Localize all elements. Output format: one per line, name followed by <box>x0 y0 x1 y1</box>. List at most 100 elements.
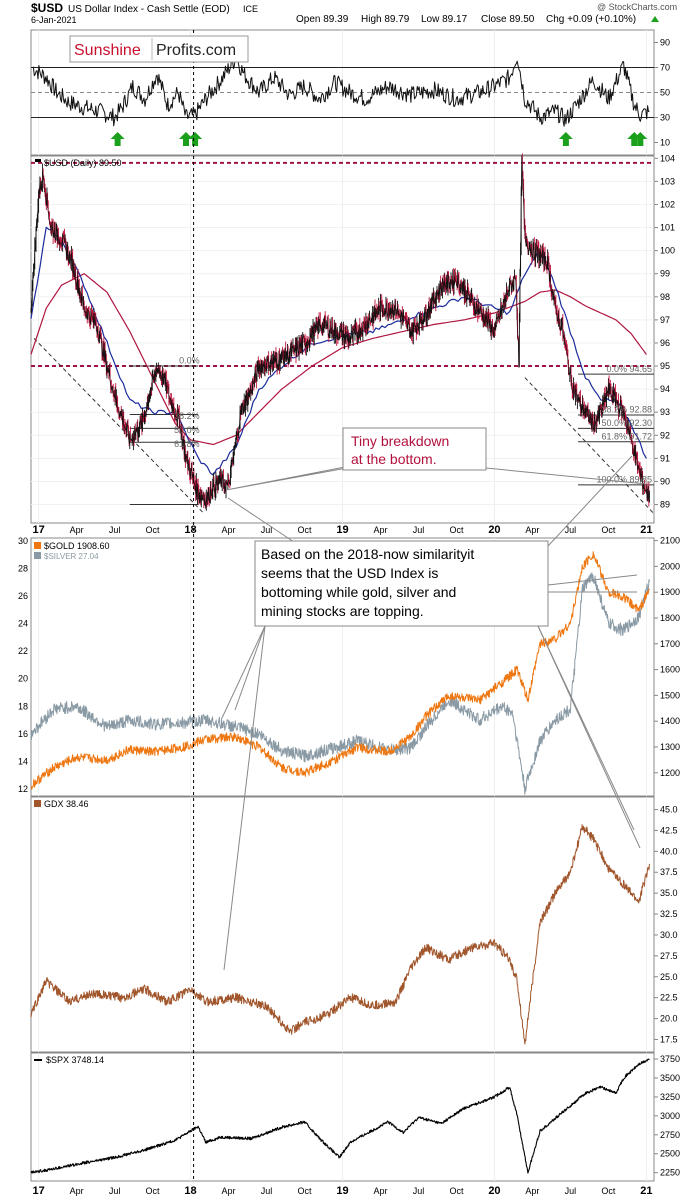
rsi-series-line <box>32 56 650 127</box>
header-open: Open 89.39 <box>296 14 349 25</box>
gdx-tick-label: 25.0 <box>660 972 678 982</box>
breakdown-line2: at the bottom. <box>351 451 437 467</box>
usd-tick-label: 99 <box>660 269 670 279</box>
fib-label-2020: 0.0% 94.65 <box>606 364 652 374</box>
gdx-tick-label: 45.0 <box>660 805 678 815</box>
silver-tick-label: 28 <box>18 563 28 573</box>
x-axis-label: Apr <box>222 525 236 535</box>
header-date: 6-Jan-2021 <box>31 15 77 25</box>
x-axis-label: 18 <box>184 524 196 536</box>
gold-series-line <box>30 551 650 790</box>
gold-tick-label: 1600 <box>660 665 680 675</box>
gdx-tick-label: 30.0 <box>660 930 678 940</box>
x-axis-label: Jul <box>261 525 273 535</box>
spx-tick-label: 3750 <box>660 1054 680 1064</box>
logo-sunshine: Sunshine <box>74 42 141 59</box>
usd-trend-dashed-2 <box>524 377 655 515</box>
fib-label: 38.2% <box>174 411 200 421</box>
header-high: High 89.79 <box>361 14 410 25</box>
silver-tick-label: 14 <box>18 757 28 767</box>
usd-tick-label: 97 <box>660 315 670 325</box>
x-axis-label: Oct <box>146 525 161 535</box>
x-axis-label: Jul <box>261 1186 273 1196</box>
buy-arrow-icon <box>188 132 203 146</box>
gold-tick-label: 1500 <box>660 690 680 700</box>
x-axis-label: Apr <box>70 525 84 535</box>
x-axis-label: 17 <box>32 1185 44 1197</box>
gdx-series-line <box>30 824 650 1045</box>
spx-series-line <box>30 1058 650 1174</box>
silver-series-line <box>30 572 650 795</box>
rsi-tick-label: 50 <box>660 88 670 98</box>
usd-tick-label: 103 <box>660 176 675 186</box>
similarity-line2: seems that the USD Index is <box>261 565 438 581</box>
rsi-tick-label: 90 <box>660 38 670 48</box>
logo: Sunshine Profits.com <box>69 35 249 63</box>
spx-tick-label: 2250 <box>660 1168 680 1178</box>
gold-tick-label: 2000 <box>660 561 680 571</box>
x-axis-label: 20 <box>488 524 500 536</box>
x-axis-label: Oct <box>449 1186 464 1196</box>
buy-arrow-icon <box>178 132 193 146</box>
usd-trend-dashed-1 <box>33 337 205 515</box>
usd-tick-label: 104 <box>660 153 675 163</box>
usd-tick-label: 101 <box>660 223 675 233</box>
fib-label-2020: 100.0% 89.85 <box>596 475 652 485</box>
fib-label: 61.8% <box>174 439 200 449</box>
x-axis-label: Jul <box>413 525 425 535</box>
x-axis-label: Jul <box>565 525 577 535</box>
rsi-tick-label: 70 <box>660 63 670 73</box>
gold-tick-label: 1900 <box>660 587 680 597</box>
gdx-title-text: GDX 38.46 <box>44 799 89 809</box>
gold-tick-label: 1700 <box>660 639 680 649</box>
x-axis-label: Oct <box>601 525 616 535</box>
header-close: Close 89.50 <box>481 14 535 25</box>
x-axis-label: 18 <box>184 1185 196 1197</box>
usd-close-line <box>30 155 650 509</box>
fib-label: 50.0% <box>174 425 200 435</box>
usd-tick-label: 92 <box>660 430 670 440</box>
usd-tick-label: 94 <box>660 384 670 394</box>
silver-tick-label: 18 <box>18 701 28 711</box>
buy-arrow-icon <box>633 132 648 146</box>
silver-tick-label: 12 <box>18 784 28 794</box>
spx-title-text: $SPX 3748.14 <box>46 1055 104 1065</box>
x-axis-label: Oct <box>298 1186 313 1196</box>
silver-tick-label: 24 <box>18 619 28 629</box>
usd-ma-long-line <box>30 273 647 446</box>
logo-profits: Profits.com <box>156 42 236 59</box>
usd-tick-label: 100 <box>660 246 675 256</box>
rsi-tick-label: 10 <box>660 138 670 148</box>
breakdown-line1: Tiny breakdown <box>351 433 449 449</box>
usd-tick-label: 102 <box>660 199 675 209</box>
x-axis-label: Apr <box>373 525 387 535</box>
x-axis-label: Oct <box>601 1186 616 1196</box>
gold-tick-label: 2100 <box>660 536 680 546</box>
x-axis-label: Apr <box>70 1186 84 1196</box>
similarity-line4: mining stocks are topping. <box>261 603 424 619</box>
spx-title: $SPX 3748.14 <box>34 1055 104 1065</box>
metals-title: $GOLD 1908.60 $SILVER 27.04 <box>34 541 110 561</box>
usd-title: $USD (Daily) 89.50 <box>35 158 122 168</box>
x-axis-label: Jul <box>109 1186 121 1196</box>
usd-tick-label: 89 <box>660 500 670 510</box>
header-name: US Dollar Index - Cash Settle (EOD) <box>68 4 230 15</box>
fib-label-2020: 61.8% 91.72 <box>601 431 652 441</box>
x-axis-label: 21 <box>640 524 652 536</box>
gdx-tick-label: 40.0 <box>660 846 678 856</box>
usd-tick-label: 90 <box>660 476 670 486</box>
x-axis-label: Jul <box>109 525 121 535</box>
gdx-tick-label: 42.5 <box>660 825 678 835</box>
gold-title-text: $GOLD 1908.60 <box>44 541 110 551</box>
fib-label-2020: 50.0% 92.30 <box>601 418 652 428</box>
header-chg: Chg +0.09 (+0.10%) <box>546 14 636 25</box>
gold-tick-label: 1800 <box>660 613 680 623</box>
fib-label: 0.0% <box>179 356 200 366</box>
gold-tick-label: 1300 <box>660 742 680 752</box>
x-axis-label: 19 <box>336 524 348 536</box>
fib-label-2020: 38.2% 92.88 <box>601 405 652 415</box>
gdx-tick-label: 27.5 <box>660 951 678 961</box>
x-axis-label: Apr <box>222 1186 236 1196</box>
usd-tick-label: 93 <box>660 407 670 417</box>
gdx-tick-label: 22.5 <box>660 993 678 1003</box>
